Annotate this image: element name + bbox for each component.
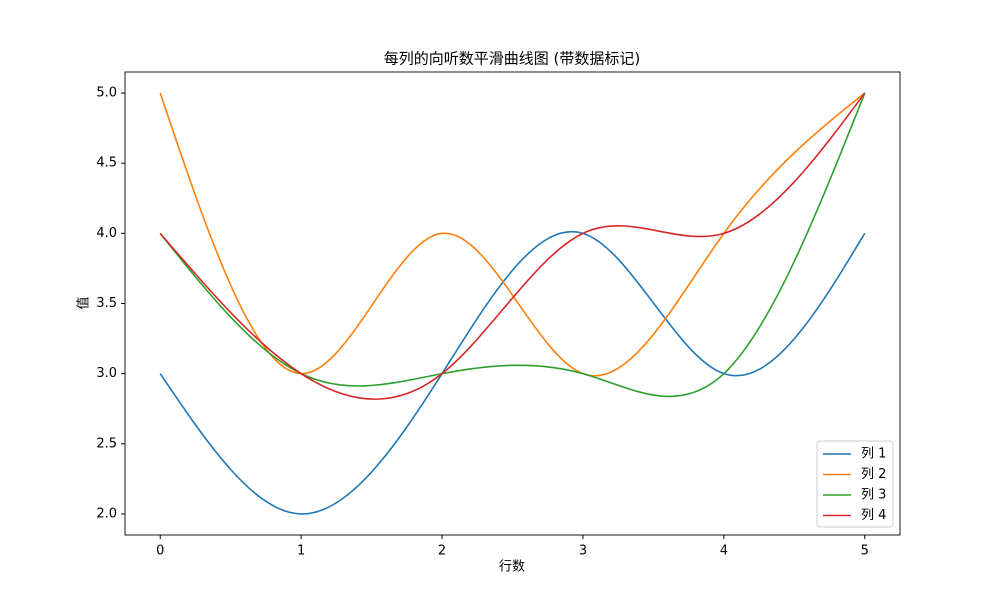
y-tick-label: 5.0 — [96, 86, 117, 101]
legend-label: 列 3 — [861, 488, 886, 503]
y-tick-label: 3.0 — [96, 366, 117, 381]
x-tick-label: 2 — [438, 544, 446, 559]
x-tick-label: 1 — [297, 544, 305, 559]
y-tick-label: 4.0 — [96, 226, 117, 241]
y-axis-label: 值 — [76, 296, 92, 309]
y-tick-label: 2.5 — [96, 436, 117, 451]
x-tick-label: 3 — [579, 544, 587, 559]
line — [159, 92, 866, 400]
chart-title: 每列的向听数平滑曲线图 (带数据标记) — [384, 50, 640, 68]
line — [159, 230, 866, 515]
x-axis-label: 行数 — [499, 560, 525, 575]
legend-label: 列 2 — [861, 467, 886, 482]
legend-box — [816, 440, 894, 528]
y-tick-label: 3.5 — [96, 296, 117, 311]
y-tick-label: 4.5 — [96, 156, 117, 171]
line — [159, 92, 866, 398]
legend-label: 列 4 — [861, 508, 886, 523]
x-tick-label: 5 — [861, 544, 869, 559]
line — [159, 92, 866, 377]
y-tick-label: 2.0 — [96, 506, 117, 521]
legend-label: 列 1 — [861, 447, 886, 462]
x-tick-label: 0 — [156, 544, 164, 559]
axes-frame — [124, 71, 901, 536]
plot-area — [159, 92, 866, 515]
x-tick-label: 4 — [720, 544, 728, 559]
